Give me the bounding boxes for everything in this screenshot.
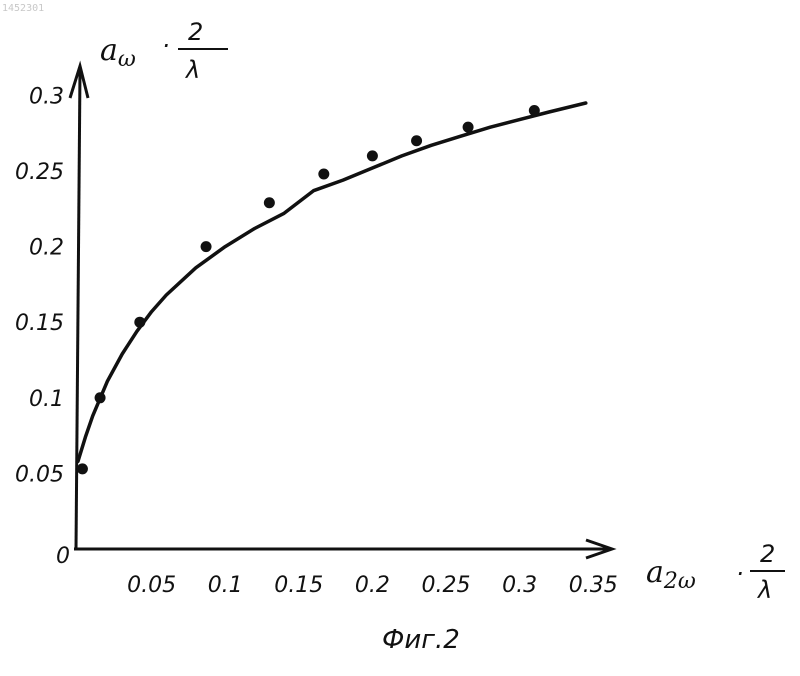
data-point <box>264 197 275 208</box>
y-tick-label: 0.05 <box>15 462 64 487</box>
y-tick-label: 0.15 <box>15 311 64 336</box>
x-axis-label: a2ω · 2 λ <box>646 540 785 604</box>
y-axis-symbol: a <box>100 33 118 68</box>
y-axis-numerator: 2 <box>188 18 203 46</box>
origin-label: 0 <box>56 544 70 569</box>
x-tick-label: 0.35 <box>569 573 618 598</box>
y-tick-label: 0.1 <box>29 387 64 412</box>
svg-text:a2ω: a2ω <box>646 555 696 594</box>
x-tick-label: 0.3 <box>502 573 537 598</box>
y-tick-label: 0.2 <box>29 236 64 261</box>
data-point <box>411 135 422 146</box>
x-tick-label: 0.2 <box>355 573 390 598</box>
x-tick-label: 0.05 <box>127 573 176 598</box>
data-point <box>463 122 474 133</box>
x-axis-denominator: λ <box>756 576 772 604</box>
figure-caption: Фиг.2 <box>382 625 460 655</box>
x-axis-numerator: 2 <box>760 540 775 568</box>
y-tick-label: 0.3 <box>29 84 64 109</box>
x-tick-label: 0.25 <box>422 573 471 598</box>
data-point <box>95 392 106 403</box>
y-axis-label: aω · 2 λ <box>100 18 228 84</box>
data-points <box>77 105 540 474</box>
y-axis-subscript: ω <box>118 47 136 72</box>
y-tick-labels: 0.05 0.1 0.15 0.2 0.25 0.3 <box>15 84 64 487</box>
data-point <box>318 169 329 180</box>
y-axis-denominator: λ <box>184 56 200 84</box>
x-tick-label: 0.1 <box>208 573 243 598</box>
x-tick-label: 0.15 <box>274 573 323 598</box>
svg-text:aω: aω <box>100 33 136 72</box>
scan-id: 1452301 <box>2 3 44 14</box>
x-axis-subscript: 2ω <box>663 569 696 594</box>
y-axis-line <box>76 70 80 549</box>
x-tick-labels: 0.05 0.1 0.15 0.2 0.25 0.3 0.35 <box>127 573 618 598</box>
data-point <box>367 150 378 161</box>
y-axis-dot: · <box>162 32 170 60</box>
x-axis-symbol: a <box>646 555 664 590</box>
data-point <box>77 463 88 474</box>
data-point <box>201 241 212 252</box>
data-point <box>134 317 145 328</box>
fit-curve <box>78 103 586 461</box>
y-tick-label: 0.25 <box>15 160 64 185</box>
x-axis-dot: · <box>736 560 744 588</box>
data-point <box>529 105 540 116</box>
